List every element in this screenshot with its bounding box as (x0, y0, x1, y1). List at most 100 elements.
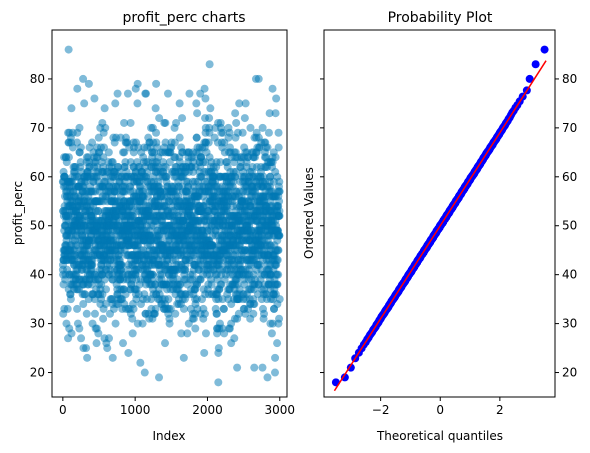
left-point (155, 114, 164, 123)
left-x-axis: 0 1000 2000 3000 (59, 397, 295, 417)
left-point (104, 334, 113, 343)
right-chart-title: Probability Plot (388, 10, 493, 26)
left-x-tick-label: 1000 (120, 403, 151, 417)
left-point (161, 118, 170, 127)
qq-point (540, 45, 549, 54)
right-y-tick-label: 20 (562, 366, 577, 380)
right-x-tick-label: −2 (372, 403, 390, 417)
left-point (241, 99, 250, 108)
left-point (133, 99, 142, 108)
left-point (177, 329, 186, 338)
right-y-tick-label: 50 (562, 219, 577, 233)
qq-point (531, 60, 540, 69)
right-x-tick-label: 2 (496, 403, 504, 417)
left-point (274, 143, 283, 152)
left-point (103, 344, 112, 353)
left-point (75, 324, 84, 333)
left-point (83, 353, 92, 362)
left-point (101, 300, 110, 309)
left-point (151, 104, 160, 113)
left-point (214, 378, 223, 387)
right-y-axis: 20 30 40 50 60 70 80 (320, 72, 577, 380)
left-x-axis-label: Index (152, 429, 185, 443)
left-point (275, 197, 284, 206)
left-point (240, 114, 249, 123)
left-point (67, 329, 76, 338)
left-point (73, 304, 82, 313)
left-point (275, 314, 284, 323)
left-point (120, 118, 129, 127)
left-point (275, 295, 284, 304)
left-point (214, 344, 223, 353)
left-y-tick-label: 20 (30, 366, 45, 380)
left-point (254, 74, 263, 83)
left-point (205, 60, 214, 69)
left-point (170, 138, 179, 147)
left-point (275, 211, 284, 220)
left-point (123, 89, 132, 98)
left-point (268, 84, 277, 93)
left-point (265, 109, 274, 118)
left-point (271, 353, 280, 362)
right-y-tick-label: 70 (562, 121, 577, 135)
left-point (75, 123, 84, 132)
left-point (148, 270, 157, 279)
left-point (136, 358, 145, 367)
left-point (155, 373, 164, 382)
left-point (274, 270, 283, 279)
left-point (275, 231, 284, 240)
left-point (120, 148, 129, 157)
left-point (250, 363, 259, 372)
left-point (264, 128, 273, 137)
left-point (263, 373, 272, 382)
left-point (258, 123, 267, 132)
left-point (204, 138, 213, 147)
left-point (225, 128, 234, 137)
left-point (94, 133, 103, 142)
left-point (88, 138, 97, 147)
left-point (100, 104, 109, 113)
left-point (238, 128, 247, 137)
left-point (212, 309, 221, 318)
left-point (216, 158, 225, 167)
left-point (104, 148, 113, 157)
left-point (152, 128, 161, 137)
left-point (271, 109, 280, 118)
left-point (99, 314, 108, 323)
left-point (128, 314, 137, 323)
left-point (273, 280, 282, 289)
left-point (178, 114, 187, 123)
left-y-tick-label: 40 (30, 268, 45, 282)
left-point (273, 339, 282, 348)
right-plot-frame (323, 29, 556, 398)
left-point (175, 99, 184, 108)
left-y-tick-label: 50 (30, 219, 45, 233)
right-chart: Probability Plot −2 0 2 20 30 40 50 60 70 80 The… (302, 10, 577, 443)
left-y-tick-label: 30 (30, 317, 45, 331)
left-point (63, 304, 72, 313)
left-point (82, 309, 91, 318)
left-point (99, 143, 108, 152)
left-point (76, 158, 85, 167)
left-point (218, 128, 227, 137)
left-y-axis-label: profit_perc (11, 181, 25, 245)
left-point (260, 309, 269, 318)
left-point (164, 295, 173, 304)
left-point (231, 109, 240, 118)
left-point (152, 79, 161, 88)
left-x-tick-label: 3000 (264, 403, 295, 417)
left-point (82, 344, 91, 353)
left-point (185, 89, 194, 98)
right-x-tick-label: 0 (436, 403, 444, 417)
right-y-tick-label: 40 (562, 268, 577, 282)
qq-point (340, 373, 349, 382)
left-x-tick-label: 0 (59, 403, 67, 417)
left-point (108, 158, 117, 167)
left-point (207, 280, 216, 289)
left-point (113, 89, 122, 98)
left-point (79, 74, 88, 83)
left-point (268, 319, 277, 328)
left-point (274, 246, 283, 255)
left-point (205, 128, 214, 137)
